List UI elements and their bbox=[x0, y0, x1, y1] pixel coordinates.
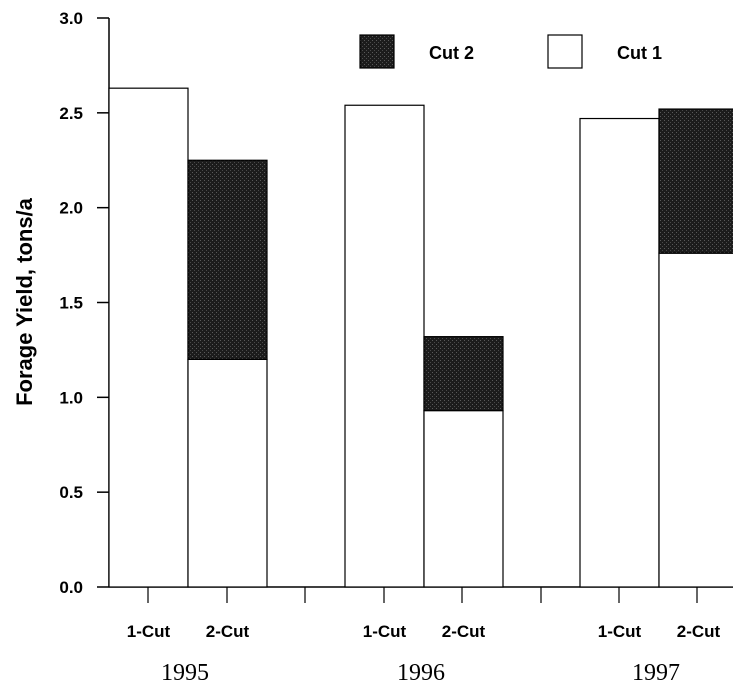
year-label-1995: 1995 bbox=[161, 660, 209, 686]
y-axis-title: Forage Yield, tons/a bbox=[12, 197, 37, 406]
bar-cut1-1995-2-Cut bbox=[187, 358, 268, 588]
year-label-1997: 1997 bbox=[632, 660, 680, 686]
y-tick-label: 1.0 bbox=[59, 388, 83, 407]
year-label-1996: 1996 bbox=[397, 660, 445, 686]
legend-label: Cut 1 bbox=[617, 43, 662, 63]
bar-cut2-1995-2-Cut bbox=[187, 159, 268, 360]
bar-cut1-1997-1-Cut bbox=[579, 117, 660, 588]
y-tick-label: 3.0 bbox=[59, 9, 83, 28]
x-tick-label: 1-Cut bbox=[127, 622, 171, 641]
legend-swatch-cut-1 bbox=[547, 34, 583, 69]
x-tick-label: 1-Cut bbox=[363, 622, 407, 641]
y-tick-label: 1.5 bbox=[59, 294, 83, 313]
axes: 0.0 0.5 1.0 1.5 2.0 2.5 3.0 1-Cut 2-Cut 1995 1-Cut… bbox=[59, 9, 733, 686]
bar-cut1-1995-1-Cut bbox=[108, 87, 189, 588]
y-tick-label: 2.5 bbox=[59, 104, 83, 123]
bar-cut2-1996-2-Cut bbox=[423, 336, 504, 412]
legend-swatch-cut-2 bbox=[359, 34, 395, 69]
legend-label: Cut 2 bbox=[429, 43, 474, 63]
bar-cut1-1996-2-Cut bbox=[423, 410, 504, 588]
x-tick-label: 2-Cut bbox=[677, 622, 721, 641]
bars bbox=[108, 87, 733, 588]
y-tick-label: 0.5 bbox=[59, 483, 83, 502]
bar-cut1-1996-1-Cut bbox=[344, 104, 425, 588]
y-tick-label: 0.0 bbox=[59, 578, 83, 597]
legend: Cut 2 Cut 1 bbox=[359, 34, 662, 69]
x-tick-label: 2-Cut bbox=[442, 622, 486, 641]
bar-cut2-1997-2-Cut bbox=[658, 108, 733, 254]
y-tick-label: 2.0 bbox=[59, 199, 83, 218]
x-tick-label: 1-Cut bbox=[598, 622, 642, 641]
x-tick-label: 2-Cut bbox=[206, 622, 250, 641]
bar-cut1-1997-2-Cut bbox=[658, 252, 733, 588]
